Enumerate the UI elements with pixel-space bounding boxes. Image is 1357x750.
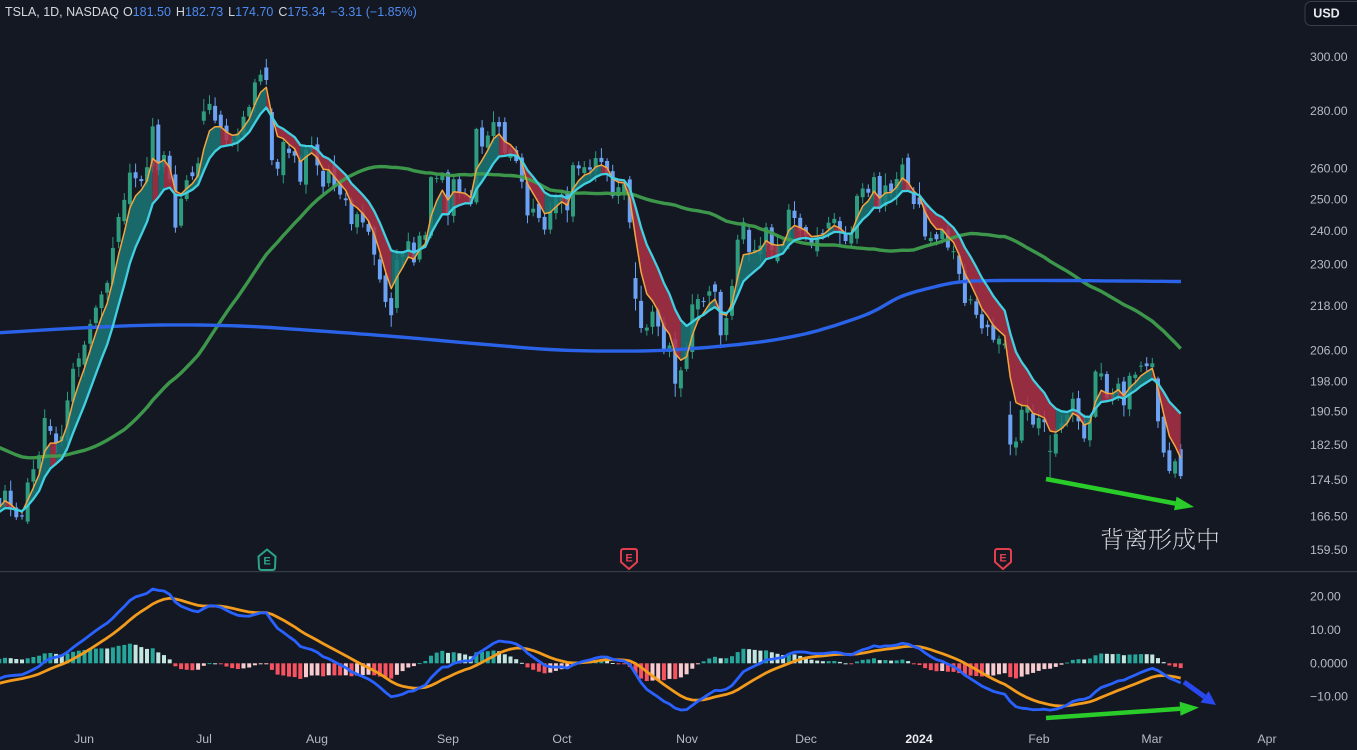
- svg-text:230.00: 230.00: [1310, 257, 1348, 271]
- svg-text:280.00: 280.00: [1310, 104, 1348, 118]
- svg-text:Nov: Nov: [676, 732, 699, 746]
- svg-text:240.00: 240.00: [1310, 224, 1348, 238]
- svg-text:Aug: Aug: [306, 732, 328, 746]
- svg-text:Oct: Oct: [552, 732, 572, 746]
- svg-text:E: E: [999, 553, 1006, 565]
- svg-text:260.00: 260.00: [1310, 162, 1348, 176]
- svg-text:Sep: Sep: [437, 732, 459, 746]
- svg-text:Jul: Jul: [196, 732, 212, 746]
- svg-text:0.0000: 0.0000: [1310, 656, 1348, 670]
- svg-text:−10.00: −10.00: [1310, 690, 1348, 704]
- svg-text:206.00: 206.00: [1310, 343, 1348, 357]
- svg-text:Feb: Feb: [1028, 732, 1049, 746]
- svg-text:2024: 2024: [905, 732, 933, 746]
- svg-text:250.00: 250.00: [1310, 192, 1348, 206]
- svg-text:E: E: [263, 556, 270, 568]
- svg-text:USD: USD: [1313, 7, 1339, 21]
- svg-text:Jun: Jun: [74, 732, 94, 746]
- svg-text:218.00: 218.00: [1310, 299, 1348, 313]
- svg-text:182.50: 182.50: [1310, 438, 1348, 452]
- svg-text:190.50: 190.50: [1310, 404, 1348, 418]
- svg-text:174.50: 174.50: [1310, 473, 1348, 487]
- svg-text:166.50: 166.50: [1310, 510, 1348, 524]
- svg-text:159.50: 159.50: [1310, 543, 1348, 557]
- svg-text:Mar: Mar: [1141, 732, 1162, 746]
- svg-text:20.00: 20.00: [1310, 590, 1341, 604]
- svg-text:300.00: 300.00: [1310, 50, 1348, 64]
- svg-text:198.00: 198.00: [1310, 374, 1348, 388]
- svg-text:E: E: [625, 553, 632, 565]
- svg-text:Apr: Apr: [1257, 732, 1276, 746]
- svg-text:10.00: 10.00: [1310, 623, 1341, 637]
- svg-text:Dec: Dec: [795, 732, 817, 746]
